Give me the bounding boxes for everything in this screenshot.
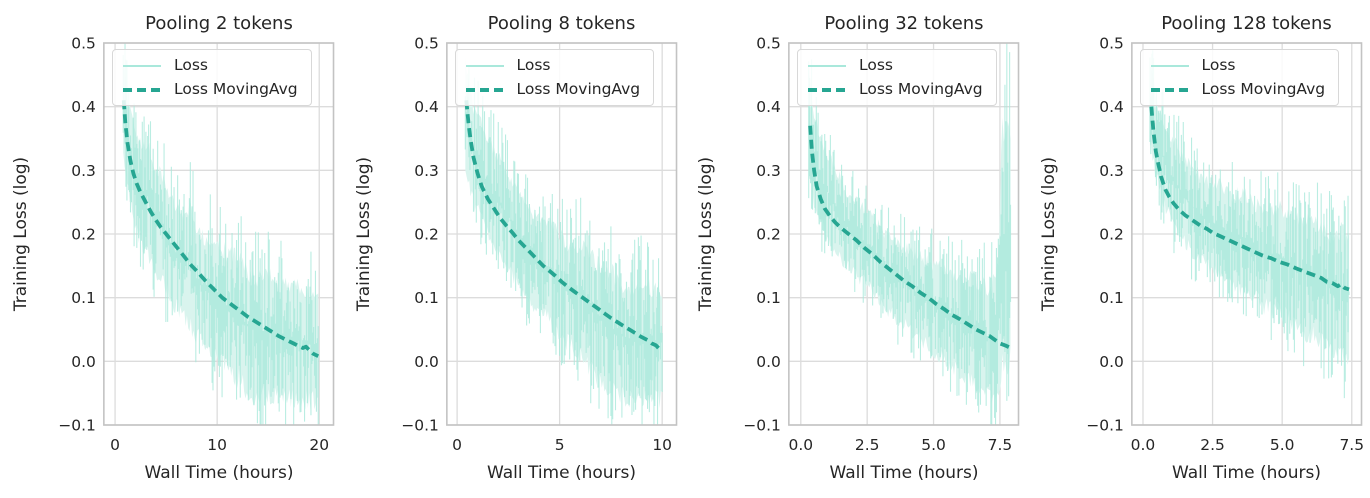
legend-item-movingavg: Loss MovingAvg xyxy=(465,80,641,99)
legend-label-movingavg: Loss MovingAvg xyxy=(1201,80,1326,99)
subplot-pooling-2-tokens: 0.5 0.4 0.3 0.2 0.1 0.0 −0.1 0 10 20 Pooling 2 to… xyxy=(0,0,343,498)
svg-text:−0.1: −0.1 xyxy=(58,416,96,434)
y-axis-label: Training Loss (log) xyxy=(696,156,716,312)
svg-text:−0.1: −0.1 xyxy=(401,416,439,434)
svg-text:0: 0 xyxy=(110,436,120,454)
y-axis-label: Training Loss (log) xyxy=(353,156,374,312)
legend-label-movingavg: Loss MovingAvg xyxy=(859,80,983,99)
legend-item-movingavg: Loss MovingAvg xyxy=(123,80,298,99)
subplot-title: Pooling 128 tokens xyxy=(1161,13,1332,34)
svg-text:0.5: 0.5 xyxy=(1099,34,1124,52)
legend: Loss Loss MovingAvg xyxy=(1139,49,1340,107)
x-axis-label: Wall Time (hours) xyxy=(829,463,979,483)
svg-text:0.0: 0.0 xyxy=(756,353,781,371)
svg-text:−0.1: −0.1 xyxy=(1086,416,1124,434)
svg-text:0.4: 0.4 xyxy=(71,98,96,116)
legend-label-loss: Loss xyxy=(516,56,551,74)
x-axis-label: Wall Time (hours) xyxy=(486,463,637,483)
movingavg-line-swatch-icon xyxy=(465,87,504,92)
svg-text:2.5: 2.5 xyxy=(1200,436,1225,454)
plot-svg-pooling-128: 0.5 0.4 0.3 0.2 0.1 0.0 −0.1 0.0 2.5 5.0 7.5 xyxy=(1086,34,1364,454)
svg-text:10: 10 xyxy=(652,436,672,454)
subplot-title: Pooling 8 tokens xyxy=(487,13,636,34)
svg-text:0.2: 0.2 xyxy=(1099,225,1124,243)
y-axis-label: Training Loss (log) xyxy=(1038,156,1059,312)
svg-text:0.3: 0.3 xyxy=(756,162,781,180)
movingavg-line-swatch-icon xyxy=(123,87,161,92)
svg-text:0.0: 0.0 xyxy=(1099,353,1124,371)
svg-text:0.4: 0.4 xyxy=(414,98,439,116)
svg-text:0.2: 0.2 xyxy=(71,225,96,243)
plot-svg-pooling-32: 0.5 0.4 0.3 0.2 0.1 0.0 −0.1 0.0 2.5 5.0 7.5 xyxy=(743,34,1020,454)
legend-item-loss: Loss xyxy=(465,56,641,74)
subplot-pooling-128-tokens: 0.5 0.4 0.3 0.2 0.1 0.0 −0.1 0.0 2.5 5.0 7.5 Pooli… xyxy=(1028,0,1370,498)
svg-text:7.5: 7.5 xyxy=(1339,436,1364,454)
loss-line-swatch-icon xyxy=(808,64,846,67)
legend-item-movingavg: Loss MovingAvg xyxy=(808,80,983,99)
svg-text:5: 5 xyxy=(554,436,564,454)
legend-label-loss: Loss xyxy=(1201,56,1236,74)
svg-text:−0.1: −0.1 xyxy=(743,416,781,434)
legend-label-loss: Loss xyxy=(174,56,208,74)
movingavg-line-swatch-icon xyxy=(1150,87,1189,92)
svg-text:0.1: 0.1 xyxy=(756,289,781,307)
svg-text:0.0: 0.0 xyxy=(71,353,96,371)
x-axis-label: Wall Time (hours) xyxy=(1171,463,1322,483)
svg-text:0.5: 0.5 xyxy=(756,34,781,52)
svg-text:0: 0 xyxy=(452,436,462,454)
legend-label-movingavg: Loss MovingAvg xyxy=(516,80,641,99)
svg-text:0.4: 0.4 xyxy=(756,98,781,116)
legend-label-loss: Loss xyxy=(859,56,893,74)
svg-text:20: 20 xyxy=(309,436,329,454)
loss-line-swatch-icon xyxy=(1150,64,1189,67)
svg-text:10: 10 xyxy=(207,436,227,454)
svg-text:0.2: 0.2 xyxy=(756,225,781,243)
svg-text:0.3: 0.3 xyxy=(71,162,96,180)
svg-text:0.5: 0.5 xyxy=(414,34,439,52)
legend-item-movingavg: Loss MovingAvg xyxy=(1150,80,1326,99)
subplot-title: Pooling 32 tokens xyxy=(824,13,984,34)
movingavg-line-swatch-icon xyxy=(808,87,846,92)
svg-text:0.5: 0.5 xyxy=(71,34,96,52)
subplot-title: Pooling 2 tokens xyxy=(145,13,293,34)
svg-text:0.1: 0.1 xyxy=(71,289,96,307)
legend: Loss Loss MovingAvg xyxy=(454,49,655,107)
svg-text:2.5: 2.5 xyxy=(855,436,880,454)
svg-text:0.1: 0.1 xyxy=(1099,289,1124,307)
svg-text:0.2: 0.2 xyxy=(414,225,439,243)
svg-text:5.0: 5.0 xyxy=(1269,436,1294,454)
subplot-pooling-8-tokens: 0.5 0.4 0.3 0.2 0.1 0.0 −0.1 0 5 10 Pooling 8 tok… xyxy=(343,0,686,498)
svg-text:0.0: 0.0 xyxy=(414,353,439,371)
svg-text:0.3: 0.3 xyxy=(414,162,439,180)
legend-label-movingavg: Loss MovingAvg xyxy=(174,80,298,99)
y-axis-label: Training Loss (log) xyxy=(11,156,31,312)
loss-line-swatch-icon xyxy=(465,64,504,67)
legend: Loss Loss MovingAvg xyxy=(112,49,312,107)
svg-text:0.4: 0.4 xyxy=(1099,98,1124,116)
subplot-pooling-32-tokens: 0.5 0.4 0.3 0.2 0.1 0.0 −0.1 0.0 2.5 5.0 7.5 Pooli… xyxy=(685,0,1028,498)
svg-text:5.0: 5.0 xyxy=(921,436,946,454)
svg-text:7.5: 7.5 xyxy=(988,436,1013,454)
legend-item-loss: Loss xyxy=(808,56,983,74)
x-axis-label: Wall Time (hours) xyxy=(144,463,294,483)
svg-text:0.0: 0.0 xyxy=(789,436,814,454)
svg-text:0.3: 0.3 xyxy=(1099,162,1124,180)
legend-item-loss: Loss xyxy=(123,56,298,74)
svg-text:0.0: 0.0 xyxy=(1130,436,1155,454)
plot-svg-pooling-2: 0.5 0.4 0.3 0.2 0.1 0.0 −0.1 0 10 20 xyxy=(58,34,335,454)
loss-line-swatch-icon xyxy=(123,64,161,67)
legend-item-loss: Loss xyxy=(1150,56,1326,74)
plot-svg-pooling-8: 0.5 0.4 0.3 0.2 0.1 0.0 −0.1 0 5 10 xyxy=(401,34,677,454)
svg-text:0.1: 0.1 xyxy=(414,289,439,307)
legend: Loss Loss MovingAvg xyxy=(797,49,997,107)
